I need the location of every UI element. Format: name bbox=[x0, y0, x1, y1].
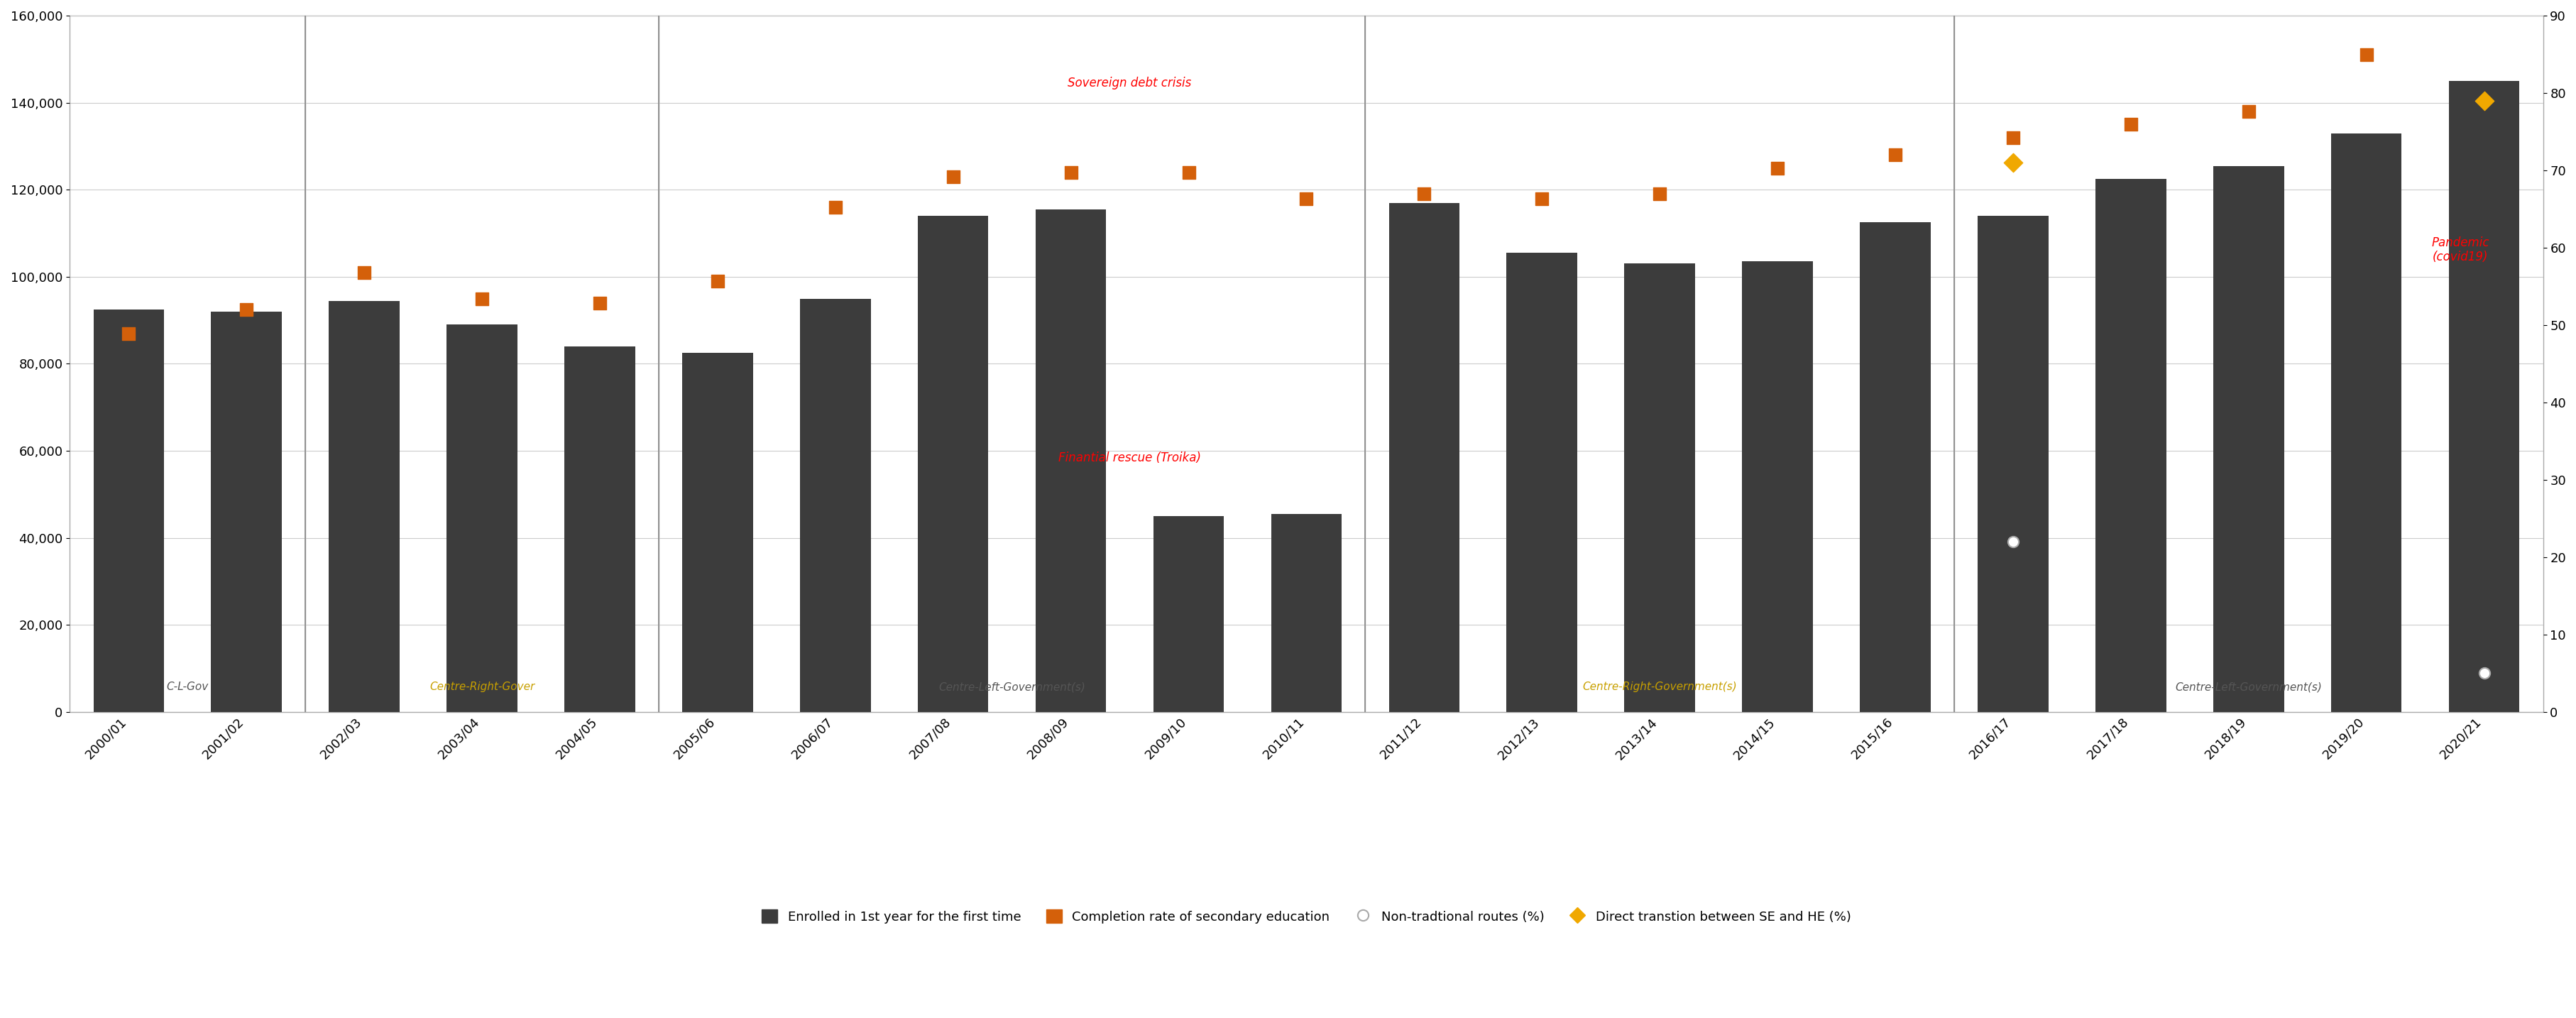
Point bbox=[2463, 93, 2504, 109]
Bar bbox=[2331, 133, 2401, 712]
Bar bbox=[1388, 203, 1458, 712]
Point bbox=[1875, 147, 1917, 163]
Text: Finantial rescue (Troika): Finantial rescue (Troika) bbox=[1059, 451, 1200, 464]
Point bbox=[227, 301, 268, 318]
Point bbox=[1991, 155, 2032, 171]
Bar bbox=[330, 300, 399, 712]
Bar bbox=[2213, 166, 2282, 712]
Bar bbox=[1860, 222, 1929, 712]
Bar bbox=[1365, 15, 1953, 712]
Bar bbox=[307, 15, 659, 712]
Text: Centre-Left-Government(s): Centre-Left-Government(s) bbox=[938, 682, 1084, 692]
Point bbox=[2228, 103, 2269, 119]
Point bbox=[1991, 129, 2032, 146]
Point bbox=[1167, 164, 1208, 180]
Point bbox=[814, 199, 855, 215]
Point bbox=[1638, 186, 1680, 203]
Point bbox=[580, 295, 621, 312]
Bar bbox=[917, 216, 989, 712]
Bar bbox=[1978, 216, 2048, 712]
Legend: Enrolled in 1st year for the first time, Completion rate of secondary education,: Enrolled in 1st year for the first time,… bbox=[757, 904, 1855, 928]
Bar bbox=[70, 15, 307, 712]
Point bbox=[1285, 190, 1327, 207]
Bar bbox=[1623, 264, 1695, 712]
Text: Centre-Right-Gover: Centre-Right-Gover bbox=[430, 682, 533, 692]
Point bbox=[108, 325, 149, 341]
Bar bbox=[659, 15, 1365, 712]
Text: Centre-Left-Government(s): Centre-Left-Government(s) bbox=[2174, 682, 2321, 692]
Point bbox=[1991, 533, 2032, 550]
Bar bbox=[1953, 15, 2543, 712]
Text: Centre-Right-Government(s): Centre-Right-Government(s) bbox=[1582, 682, 1736, 692]
Point bbox=[1520, 190, 1561, 207]
Point bbox=[2463, 665, 2504, 681]
Bar bbox=[564, 346, 634, 712]
Bar bbox=[93, 309, 165, 712]
Point bbox=[2344, 47, 2385, 63]
Point bbox=[343, 265, 384, 281]
Bar bbox=[1154, 516, 1224, 712]
Bar bbox=[1036, 210, 1105, 712]
Bar bbox=[683, 353, 752, 712]
Bar bbox=[1270, 514, 1342, 712]
Text: Sovereign debt crisis: Sovereign debt crisis bbox=[1066, 76, 1190, 90]
Point bbox=[1404, 186, 1445, 203]
Bar bbox=[2094, 179, 2166, 712]
Bar bbox=[1507, 252, 1577, 712]
Point bbox=[1757, 160, 1798, 176]
Point bbox=[461, 290, 502, 306]
Bar bbox=[211, 312, 281, 712]
Text: C-L-Gov: C-L-Gov bbox=[167, 682, 209, 692]
Point bbox=[2110, 116, 2151, 132]
Bar bbox=[2447, 80, 2519, 712]
Point bbox=[933, 169, 974, 185]
Point bbox=[696, 273, 737, 289]
Bar bbox=[799, 298, 871, 712]
Text: Pandemic
(covid19): Pandemic (covid19) bbox=[2432, 236, 2488, 264]
Bar bbox=[446, 325, 518, 712]
Bar bbox=[1741, 262, 1814, 712]
Point bbox=[1051, 164, 1092, 180]
